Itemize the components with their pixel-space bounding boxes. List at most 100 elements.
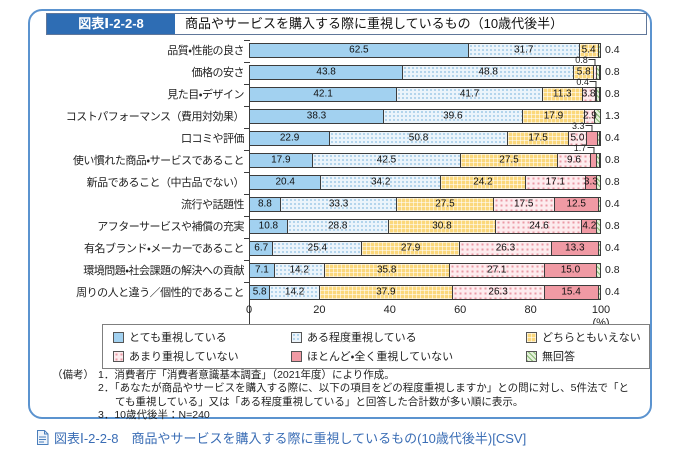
bar-segment-5 xyxy=(597,219,600,233)
chart-legend: とても重視している ある程度重視している どちらともいえない あまり重視していない ほと… xyxy=(102,324,650,369)
legend-swatch-3 xyxy=(113,350,124,362)
bar-segment-0: 10.8 xyxy=(250,219,288,233)
no-answer-value: 0.4 xyxy=(605,44,620,56)
segment-value: 17.5 xyxy=(513,198,534,210)
row-category-label: 使い慣れた商品・サービスであること xyxy=(72,155,245,167)
row-category-label: 口コミや評価 xyxy=(181,133,245,145)
segment-value: 50.8 xyxy=(408,132,429,144)
x-axis-tick-label: 20 xyxy=(313,304,326,316)
segment-value: 2.9 xyxy=(582,110,597,122)
row-category-label: 品質・性能の良さ xyxy=(167,45,244,57)
segment-value: 4.2 xyxy=(582,220,597,232)
legend-item: あまり重視していない xyxy=(113,348,291,364)
segment-value: 39.6 xyxy=(443,110,463,122)
bar-segment-4 xyxy=(591,153,598,167)
no-answer-value: 0.8 xyxy=(605,176,620,188)
segment-value: 27.1 xyxy=(487,264,507,276)
bar-segment-0: 5.8 xyxy=(250,285,271,299)
y-axis-tick xyxy=(244,39,250,41)
y-axis-tick xyxy=(244,61,250,63)
segment-value: 15.0 xyxy=(560,264,581,276)
chart-row: アフターサービスや補償の充実 10.8 28.8 30.8 24.6 4.2 0.8 xyxy=(30,215,650,237)
figure-number-badge: 図表Ⅰ-2-2-8 xyxy=(47,14,175,34)
chart-row: 周りの人と違う／個性的であること 5.8 14.2 37.9 26.3 15.4 0.4 xyxy=(30,281,650,303)
chart-row: 有名ブランド・メーカーであること 6.7 25.4 27.9 26.3 13.3 0.4 xyxy=(30,237,650,259)
legend-item: ある程度重視している xyxy=(291,329,526,345)
no-answer-value: 0.4 xyxy=(605,242,620,254)
row-category-label: 新品であること（中古品でない） xyxy=(86,177,245,189)
x-axis-tick-label: 80 xyxy=(524,304,537,316)
callout-text: 3.3 xyxy=(571,120,585,131)
segment-value: 27.9 xyxy=(400,242,421,254)
bar-segment-1: 41.7 xyxy=(397,87,544,101)
x-axis-tick-label: 0 xyxy=(245,304,253,316)
csv-document-icon xyxy=(37,430,49,445)
segment-value: 42.1 xyxy=(313,88,333,100)
csv-download-link[interactable]: 図表Ⅰ-2-2-8 商品やサービスを購入する際に重視しているもの(10歳代後半)… xyxy=(36,428,526,447)
segment-value: 43.8 xyxy=(316,66,336,78)
bar-segment-0: 6.7 xyxy=(250,241,274,255)
bar-segment-2: 5.4 xyxy=(579,43,599,57)
stacked-bar: 17.9 42.5 27.5 9.6 1.7 xyxy=(244,143,601,168)
bar-segment-3: 26.3 xyxy=(452,285,545,299)
bar-segment-1: 48.8 xyxy=(403,65,575,79)
legend-swatch-4 xyxy=(291,350,302,362)
stacked-bar: 6.7 25.4 27.9 26.3 13.3 xyxy=(244,237,601,256)
callout-connector xyxy=(587,146,595,154)
segment-value: 9.6 xyxy=(566,154,581,166)
stacked-bar: 7.1 14.2 35.8 27.1 15.0 xyxy=(244,259,601,278)
bar-segment-1: 42.5 xyxy=(312,153,462,167)
row-category-label: アフターサービスや補償の充実 xyxy=(97,221,244,233)
chart-row: 見た目・デザイン 42.1 41.7 11.3 3.8 0.4 0.8 xyxy=(30,77,650,105)
segment-value: 31.7 xyxy=(513,44,534,56)
bar-segment-3: 3.8 xyxy=(582,87,596,101)
segment-value: 5.0 xyxy=(570,132,585,144)
no-answer-value: 0.8 xyxy=(605,88,620,100)
segment-value: 27.5 xyxy=(499,154,519,166)
no-answer-value: 0.4 xyxy=(605,198,620,210)
bar-segment-2: 24.2 xyxy=(441,175,526,189)
callout-value: 3.3 xyxy=(571,120,593,132)
legend-swatch-0 xyxy=(113,331,124,343)
row-category-label: 見た目・デザイン xyxy=(167,89,244,101)
bar-segment-2: 27.9 xyxy=(362,241,460,255)
segment-value: 37.9 xyxy=(376,286,396,298)
x-axis-tick-label: 60 xyxy=(454,304,467,316)
y-axis-tick xyxy=(244,127,250,129)
x-axis-tick-label: 100 xyxy=(591,304,611,316)
segment-value: 25.4 xyxy=(307,242,328,254)
bar-segment-5 xyxy=(595,109,600,123)
segment-value: 22.9 xyxy=(279,132,300,144)
legend-label: とても重視している xyxy=(129,332,227,344)
bar-segment-2: 17.9 xyxy=(522,109,586,123)
chart-row: 新品であること（中古品でない） 20.4 34.2 24.2 17.1 3.3 0.8 xyxy=(30,171,650,193)
note-item: 1．消費者庁「消費者意識基本調査」（2021年度）により作成。 xyxy=(98,369,395,381)
bar-segment-0: 17.9 xyxy=(250,153,313,167)
segment-value: 7.1 xyxy=(254,264,269,276)
y-axis-tick xyxy=(244,281,250,283)
bar-segment-0: 8.8 xyxy=(250,197,281,211)
row-category-label: 有名ブランド・メーカーであること xyxy=(84,243,244,255)
bar-segment-2: 37.9 xyxy=(319,285,453,299)
segment-value: 11.3 xyxy=(552,88,572,100)
no-answer-value: 0.8 xyxy=(605,220,620,232)
figure-box: 図表Ⅰ-2-2-8 商品やサービスを購入する際に重視しているもの（10歳代後半）… xyxy=(28,9,652,421)
stacked-bar: 10.8 28.8 30.8 24.6 4.2 xyxy=(244,215,601,234)
y-axis-tick xyxy=(244,259,250,261)
bar-segment-3: 26.3 xyxy=(459,241,553,255)
segment-value: 14.2 xyxy=(284,286,305,298)
bar-segment-4: 15.4 xyxy=(544,285,599,299)
callout-value: 0.8 xyxy=(575,55,596,66)
segment-value: 5.8 xyxy=(576,66,591,78)
stacked-bar-chart: 品質・性能の良さ 62.5 31.7 5.4 0.4 価格の安さ 43.8 48.8 5.8 0.… xyxy=(30,39,650,332)
callout-connector xyxy=(588,58,596,66)
segment-value: 17.5 xyxy=(528,132,548,144)
row-category-label: 環境問題・社会課題の解決への貢献 xyxy=(83,265,244,277)
bar-segment-5 xyxy=(597,65,600,79)
bar-segment-4: 12.5 xyxy=(554,197,599,211)
segment-value: 17.9 xyxy=(543,110,564,122)
bar-segment-3: 5.0 xyxy=(569,131,587,145)
no-answer-value: 1.3 xyxy=(605,110,620,122)
stacked-bar: 5.8 14.2 37.9 26.3 15.4 xyxy=(244,281,601,300)
segment-value: 5.4 xyxy=(581,44,596,56)
